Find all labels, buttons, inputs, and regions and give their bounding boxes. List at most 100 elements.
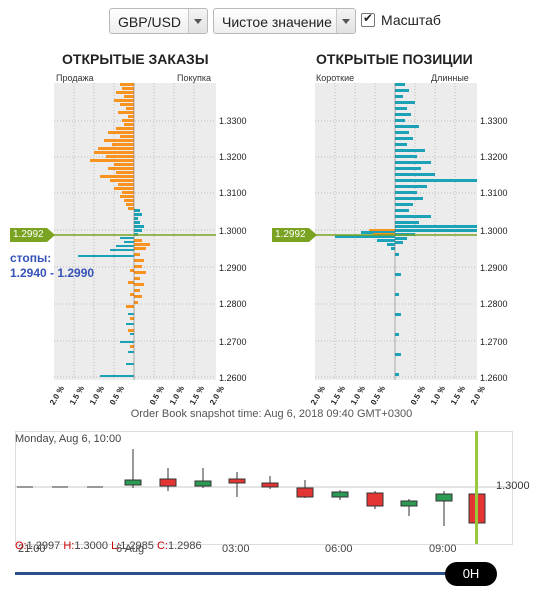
- histogram-bar: [134, 295, 142, 298]
- ohlc-h-value: 1.3000: [74, 540, 108, 552]
- ohlc-readout: O:1.2997 H:1.3000 L:1.2985 C:1.2986: [15, 540, 202, 552]
- histogram-bar: [124, 199, 134, 202]
- hour-label: 03:00: [222, 543, 250, 555]
- snapshot-time: Order Book snapshot time: Aug 6, 2018 09…: [130, 408, 413, 420]
- orders-sell-label: Продажа: [56, 73, 94, 83]
- candlestick-panel: [15, 431, 513, 545]
- stops-label: стопы:: [10, 251, 52, 265]
- value-mode-value: Чистое значение: [222, 14, 332, 30]
- histogram-bar: [395, 113, 411, 116]
- orders-buy-label: Покупка: [177, 73, 212, 83]
- histogram-bar: [134, 301, 138, 304]
- orders-bars: [78, 83, 150, 380]
- histogram-bar: [395, 149, 425, 152]
- histogram-bar: [112, 143, 134, 146]
- orders-ytick: 1.2700: [219, 337, 247, 347]
- histogram-bar: [391, 247, 395, 250]
- orders-ytick: 1.3300: [219, 116, 247, 126]
- histogram-bar: [395, 179, 477, 182]
- open-orders-title: ОТКРЫТЫЕ ЗАКАЗЫ: [62, 51, 209, 67]
- histogram-bar: [120, 195, 134, 198]
- histogram-bar: [126, 323, 134, 325]
- histogram-bar: [114, 99, 134, 102]
- histogram-bar: [122, 119, 134, 122]
- positions-short-label: Короткие: [316, 73, 355, 83]
- histogram-bar: [395, 253, 399, 256]
- histogram-bar: [108, 167, 134, 170]
- positions-xtick: 0.5 %: [369, 384, 388, 407]
- histogram-bar: [134, 209, 140, 212]
- histogram-bar: [116, 171, 134, 174]
- orders-ytick: 1.2600: [219, 373, 247, 383]
- scale-checkbox[interactable]: [361, 11, 375, 27]
- histogram-bar: [395, 95, 403, 98]
- histogram-bar: [134, 229, 142, 232]
- histogram-bar: [395, 333, 399, 336]
- orders-ytick: 1.3200: [219, 152, 247, 162]
- ohlc-o-label: O:: [15, 540, 27, 552]
- time-slider-track[interactable]: [15, 572, 465, 575]
- histogram-bar: [395, 225, 477, 228]
- histogram-bar: [369, 229, 395, 231]
- ohlc-o-value: 1.2997: [26, 540, 61, 552]
- candlestick-chart: [15, 431, 511, 544]
- orders-xtick: 0.5 %: [108, 384, 127, 407]
- histogram-bar: [395, 229, 477, 232]
- time-slider-handle[interactable]: 0H: [445, 562, 497, 586]
- orders-xtick: 1.5 %: [68, 384, 87, 407]
- orders-xtick: 2.0 %: [48, 384, 67, 407]
- histogram-bar: [128, 313, 134, 315]
- candle-body: [366, 492, 384, 507]
- histogram-bar: [120, 103, 134, 106]
- histogram-bar: [395, 373, 399, 376]
- histogram-bar: [395, 197, 423, 200]
- ohlc-h-label: H:: [63, 540, 75, 552]
- histogram-bar: [373, 233, 395, 235]
- orders-ytick: 1.2800: [219, 299, 247, 309]
- histogram-bar: [395, 237, 407, 240]
- histogram-bar: [122, 191, 134, 194]
- histogram-bar: [395, 293, 399, 296]
- positions-xtick: 1.5 %: [329, 384, 348, 407]
- ohlc-c-label: C:: [156, 540, 168, 552]
- hour-label: 6 Aug: [116, 543, 145, 555]
- chevron-down-icon: [336, 9, 355, 33]
- histogram-bar: [116, 245, 134, 247]
- histogram-bar: [395, 241, 403, 244]
- histogram-bar: [130, 345, 134, 348]
- histogram-bar: [122, 87, 134, 90]
- positions-ytick: 1.2600: [480, 373, 508, 383]
- histogram-bar: [100, 175, 134, 178]
- histogram-bar: [395, 167, 421, 170]
- histogram-bar: [395, 353, 401, 356]
- histogram-bar: [395, 273, 401, 276]
- histogram-bar: [134, 277, 140, 280]
- histogram-bar: [90, 159, 134, 162]
- positions-xtick: 2.0 %: [309, 384, 328, 407]
- candle-body: [400, 500, 418, 507]
- ohlc-l-label: L:: [111, 540, 121, 552]
- currency-pair-select[interactable]: GBP/USD: [109, 8, 208, 34]
- value-mode-select[interactable]: Чистое значение: [213, 8, 356, 34]
- histogram-bar: [395, 215, 431, 218]
- histogram-bar: [106, 155, 134, 158]
- histogram-bar: [114, 163, 134, 166]
- orders-xtick: 1.0 %: [168, 384, 187, 407]
- positions-chart: [315, 83, 477, 380]
- histogram-bar: [134, 289, 140, 292]
- histogram-bar: [134, 213, 142, 216]
- orders-chart: [54, 83, 216, 380]
- positions-xtick: 1.0 %: [429, 384, 448, 407]
- candle-body: [435, 493, 453, 502]
- candle-price-label: 1.3000: [496, 480, 530, 492]
- positions-ytick: 1.2800: [480, 299, 508, 309]
- orders-ytick: 1.3100: [219, 188, 247, 198]
- candle-body: [159, 478, 177, 487]
- histogram-bar: [395, 131, 409, 134]
- histogram-bar: [134, 225, 144, 228]
- histogram-bar: [395, 155, 417, 158]
- positions-xtick: 1.0 %: [349, 384, 368, 407]
- histogram-bar: [134, 239, 142, 242]
- histogram-bar: [114, 187, 134, 190]
- histogram-bar: [395, 125, 419, 128]
